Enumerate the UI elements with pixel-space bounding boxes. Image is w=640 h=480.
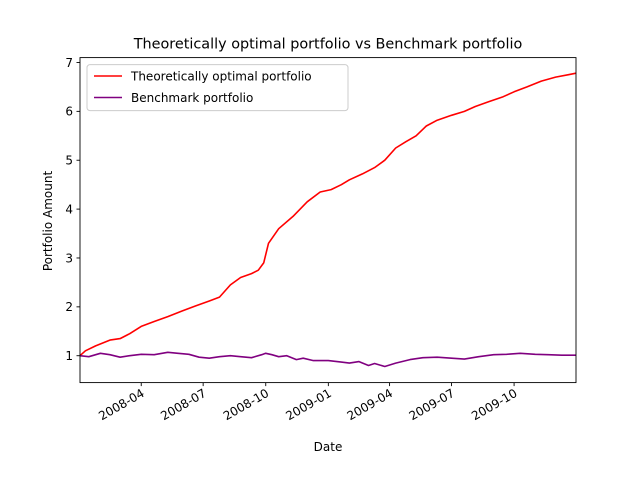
series-line-0 <box>79 72 577 357</box>
x-tick-label: 2009-10 <box>469 386 519 423</box>
legend-label-0: Theoretically optimal portfolio <box>130 69 312 83</box>
y-axis-label: Portfolio Amount <box>41 171 55 272</box>
y-tick-label: 1 <box>65 349 73 363</box>
legend-box <box>86 64 349 112</box>
x-tick-label: 2009-04 <box>345 386 395 423</box>
series-line-1 <box>79 351 576 368</box>
y-tick-label: 3 <box>65 251 73 265</box>
x-axis-label: Date <box>314 440 343 454</box>
x-tick-label: 2008-10 <box>221 386 271 423</box>
y-tick-label: 6 <box>65 105 73 119</box>
plot-area: 1 2 3 4 5 6 7 2008-04 2008-07 2008-10 2009-01 2009-… <box>65 56 577 423</box>
y-tick-label: 5 <box>65 154 73 168</box>
legend: Theoretically optimal portfolio Benchmark… <box>86 64 349 112</box>
x-tick-label: 2008-04 <box>96 386 146 423</box>
y-tick-label: 7 <box>65 56 73 70</box>
x-tick-label: 2009-01 <box>283 386 333 423</box>
y-tick-label: 2 <box>65 300 73 314</box>
y-tick-label: 4 <box>65 202 73 216</box>
x-tick-label: 2009-07 <box>407 386 457 423</box>
legend-label-1: Benchmark portfolio <box>131 91 253 105</box>
chart-title: Theoretically optimal portfolio vs Bench… <box>133 37 523 53</box>
x-tick-label: 2008-07 <box>158 386 208 423</box>
